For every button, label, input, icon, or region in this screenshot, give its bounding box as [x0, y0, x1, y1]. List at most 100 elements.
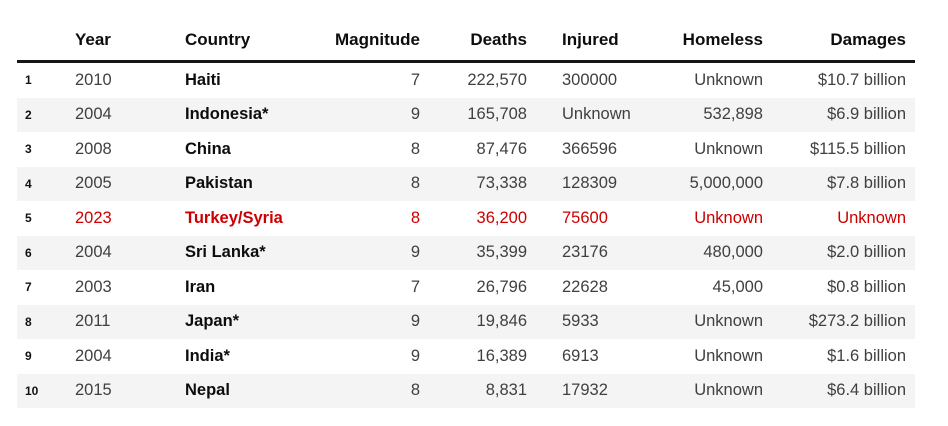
table-row: 10 2015 Nepal 8 8,831 17932 Unknown $6.4… [17, 373, 915, 408]
cell-magnitude: 7 [410, 277, 420, 296]
cell-homeless: Unknown [694, 381, 763, 400]
column-header-homeless: Homeless [660, 0, 763, 63]
cell-rank: 8 [25, 314, 32, 329]
cell-deaths: 19,846 [476, 312, 527, 331]
cell-magnitude: 9 [410, 105, 420, 124]
cell-injured: 75600 [562, 208, 608, 227]
table-row: 9 2004 India* 9 16,389 6913 Unknown $1.6… [17, 339, 915, 374]
cell-country: Pakistan [185, 174, 253, 193]
cell-rank: 10 [25, 383, 39, 398]
cell-injured: 128309 [562, 174, 618, 193]
cell-deaths: 35,399 [476, 243, 527, 262]
cell-deaths: 165,708 [467, 105, 527, 124]
cell-deaths: 16,389 [476, 346, 527, 365]
cell-homeless: Unknown [694, 208, 763, 227]
column-header-damages: Damages [763, 0, 915, 63]
table-row: 3 2008 China 8 87,476 366596 Unknown $11… [17, 132, 915, 167]
cell-year: 2004 [75, 243, 112, 262]
cell-deaths: 222,570 [467, 70, 527, 89]
cell-rank: 9 [25, 349, 32, 364]
cell-rank: 4 [25, 176, 32, 191]
cell-rank: 7 [25, 280, 32, 295]
cell-year: 2011 [75, 312, 111, 331]
earthquake-table: Year Country Magnitude Deaths Injured Ho… [17, 0, 915, 408]
cell-country: Iran [185, 277, 216, 296]
cell-year: 2004 [75, 346, 112, 365]
cell-magnitude: 9 [410, 312, 420, 331]
column-header-country: Country [170, 0, 320, 63]
cell-rank: 3 [25, 142, 32, 157]
cell-homeless: 5,000,000 [689, 174, 763, 193]
cell-damages: $115.5 billion [809, 139, 906, 158]
cell-damages: $1.6 billion [827, 346, 906, 365]
cell-injured: 22628 [562, 277, 608, 296]
cell-country: Nepal [185, 381, 230, 400]
cell-injured: Unknown [562, 105, 631, 124]
cell-year: 2008 [75, 139, 112, 158]
column-header-injured: Injured [527, 0, 660, 63]
cell-year: 2004 [75, 105, 112, 124]
cell-magnitude: 9 [410, 243, 420, 262]
cell-year: 2005 [75, 174, 112, 193]
cell-deaths: 8,831 [485, 381, 527, 400]
cell-magnitude: 7 [410, 70, 420, 89]
cell-rank: 6 [25, 245, 32, 260]
cell-magnitude: 8 [410, 381, 420, 400]
cell-year: 2023 [75, 208, 112, 227]
cell-country: Sri Lanka* [185, 243, 266, 262]
cell-damages: $7.8 billion [827, 174, 906, 193]
column-header-deaths: Deaths [420, 0, 527, 63]
cell-country: Haiti [185, 70, 221, 89]
cell-injured: 23176 [562, 243, 608, 262]
cell-year: 2010 [75, 70, 112, 89]
table-body: 1 2010 Haiti 7 222,570 300000 Unknown $1… [17, 62, 915, 408]
cell-damages: $6.4 billion [827, 381, 906, 400]
header-row: Year Country Magnitude Deaths Injured Ho… [17, 0, 915, 63]
cell-country: India* [185, 346, 230, 365]
table-row: 5 2023 Turkey/Syria 8 36,200 75600 Unkno… [17, 201, 915, 236]
cell-homeless: 45,000 [712, 277, 763, 296]
cell-magnitude: 8 [410, 139, 420, 158]
table-header: Year Country Magnitude Deaths Injured Ho… [17, 0, 915, 63]
cell-homeless: 532,898 [703, 105, 763, 124]
cell-homeless: Unknown [694, 312, 763, 331]
cell-homeless: 480,000 [703, 243, 763, 262]
cell-magnitude: 8 [410, 174, 420, 193]
cell-homeless: Unknown [694, 346, 763, 365]
cell-injured: 6913 [562, 346, 599, 365]
cell-damages: Unknown [837, 208, 906, 227]
table-row: 8 2011 Japan* 9 19,846 5933 Unknown $273… [17, 304, 915, 339]
cell-year: 2003 [75, 277, 112, 296]
column-header-year: Year [65, 0, 170, 63]
cell-deaths: 73,338 [476, 174, 527, 193]
table-row: 7 2003 Iran 7 26,796 22628 45,000 $0.8 b… [17, 270, 915, 305]
column-header-magnitude: Magnitude [320, 0, 420, 63]
cell-magnitude: 8 [410, 208, 420, 227]
cell-injured: 300000 [562, 70, 618, 89]
cell-injured: 17932 [562, 381, 608, 400]
cell-damages: $2.0 billion [827, 243, 906, 262]
cell-damages: $10.7 billion [817, 70, 906, 89]
cell-magnitude: 9 [410, 346, 420, 365]
cell-injured: 366596 [562, 139, 618, 158]
cell-damages: $6.9 billion [827, 105, 906, 124]
cell-country: Turkey/Syria [185, 208, 283, 227]
cell-damages: $273.2 billion [808, 312, 906, 331]
cell-country: China [185, 139, 231, 158]
cell-homeless: Unknown [694, 70, 763, 89]
cell-deaths: 26,796 [476, 277, 527, 296]
column-header-rank [17, 0, 65, 63]
cell-injured: 5933 [562, 312, 599, 331]
cell-rank: 1 [25, 73, 32, 88]
cell-year: 2015 [75, 381, 112, 400]
cell-country: Indonesia* [185, 105, 269, 124]
table-row: 2 2004 Indonesia* 9 165,708 Unknown 532,… [17, 97, 915, 132]
cell-damages: $0.8 billion [827, 277, 906, 296]
cell-deaths: 36,200 [476, 208, 527, 227]
table-row: 1 2010 Haiti 7 222,570 300000 Unknown $1… [17, 62, 915, 98]
table-row: 4 2005 Pakistan 8 73,338 128309 5,000,00… [17, 166, 915, 201]
cell-rank: 5 [25, 211, 32, 226]
cell-rank: 2 [25, 107, 32, 122]
cell-homeless: Unknown [694, 139, 763, 158]
